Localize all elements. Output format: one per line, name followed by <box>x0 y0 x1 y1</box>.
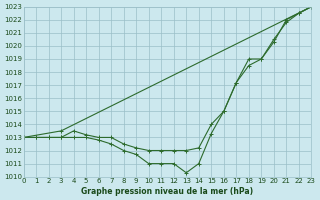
X-axis label: Graphe pression niveau de la mer (hPa): Graphe pression niveau de la mer (hPa) <box>81 187 253 196</box>
